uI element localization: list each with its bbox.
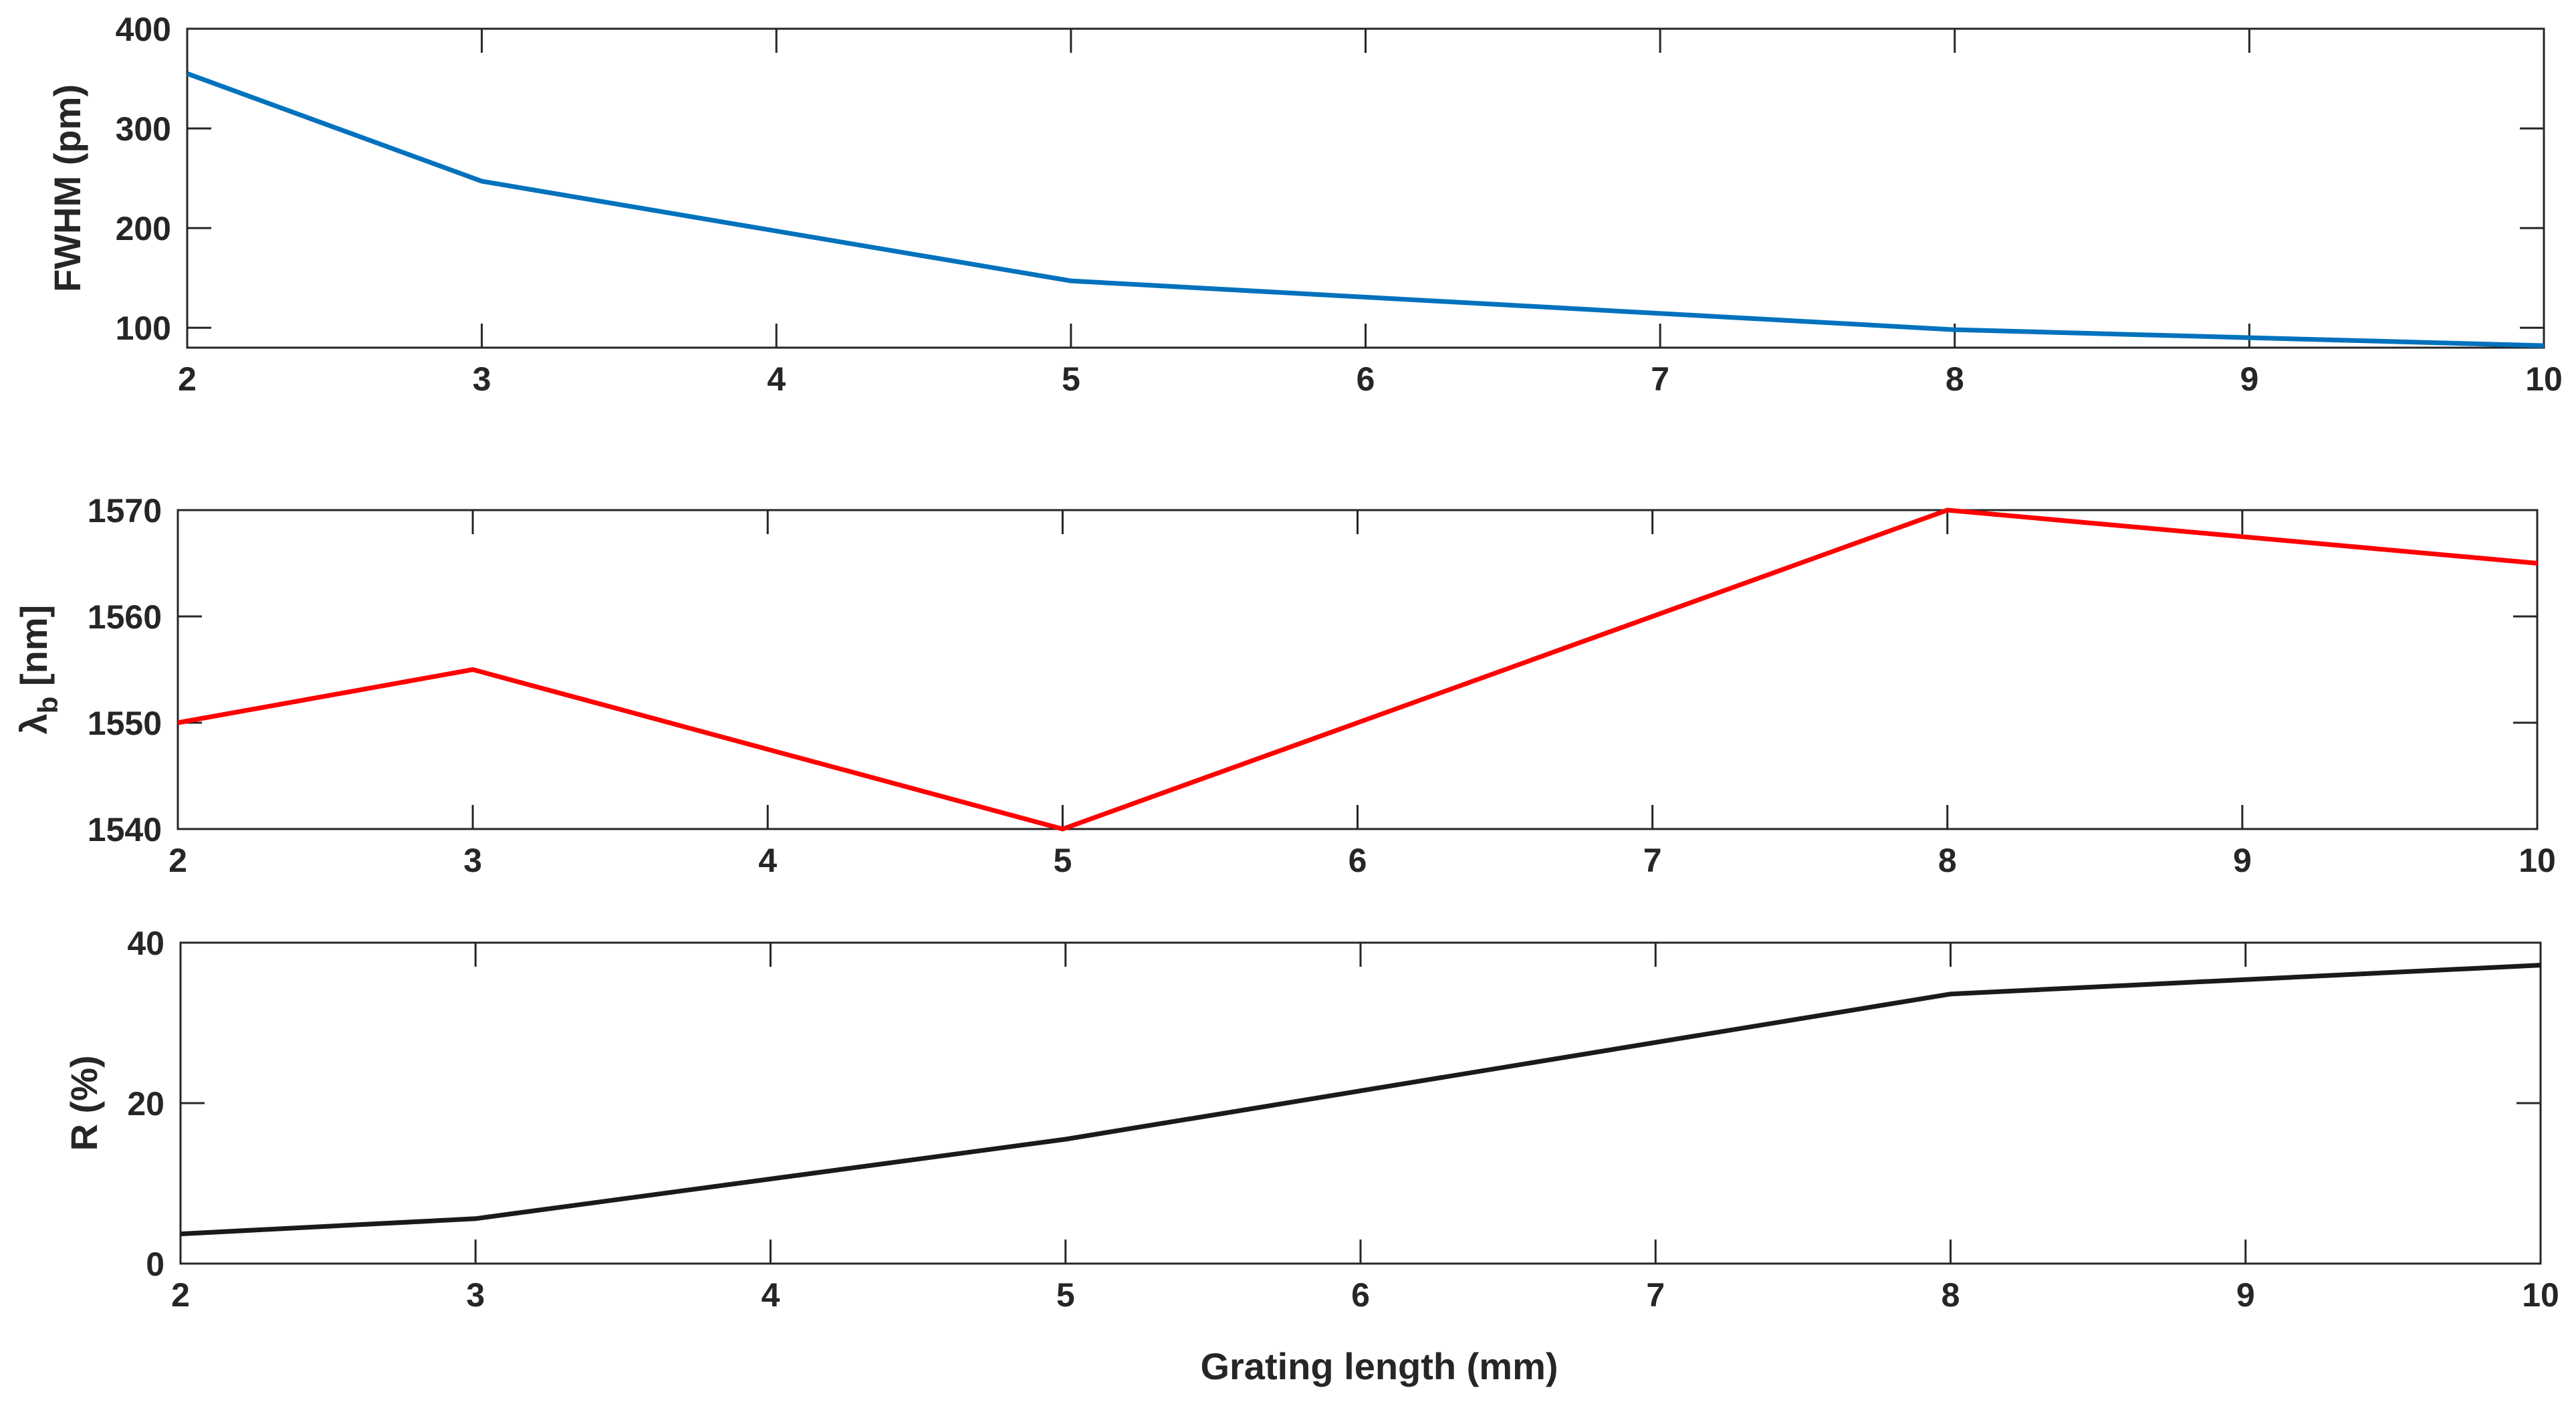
- fwhm-y-tick-label: 400: [116, 11, 171, 48]
- bragg-x-tick-label: 9: [2233, 842, 2252, 879]
- fwhm-panel: 2 3 4 5 6 7 8 9 10 100 200 300 400 FWHM (pm): [46, 11, 2563, 398]
- reflectivity-x-tick-label: 6: [1351, 1276, 1370, 1314]
- fwhm-y-tick-label: 100: [116, 310, 171, 347]
- bragg-x-tick-label: 10: [2519, 842, 2556, 879]
- bragg-wavelength-panel: 2 3 4 5 6 7 8 9 10 1540 1550 1560 1570 λb [nm]: [13, 492, 2556, 879]
- bragg-y-tick-label: 1570: [88, 492, 162, 530]
- reflectivity-y-axis-label: R (%): [63, 1055, 105, 1151]
- reflectivity-x-tick-label: 3: [466, 1276, 485, 1314]
- fwhm-y-axis-label: FWHM (pm): [46, 84, 88, 292]
- fwhm-x-tick-label: 2: [178, 360, 197, 398]
- fwhm-x-tick-label: 4: [767, 360, 786, 398]
- x-axis-label: Grating length (mm): [1200, 1345, 1558, 1387]
- bragg-data-point: [174, 719, 182, 727]
- reflectivity-x-tick-label: 9: [2236, 1276, 2255, 1314]
- fwhm-data-point: [2540, 342, 2548, 350]
- bragg-y-tick-label: 1540: [88, 811, 162, 848]
- reflectivity-x-tick-label: 10: [2522, 1276, 2559, 1314]
- fwhm-x-tick-label: 9: [2240, 360, 2258, 398]
- bragg-data-point: [2533, 560, 2541, 568]
- fwhm-x-tick-label: 5: [1062, 360, 1080, 398]
- ylabel-lambda: λ: [13, 713, 55, 734]
- reflectivity-data-point: [471, 1215, 479, 1223]
- ylabel-subscript: b: [32, 697, 64, 714]
- reflectivity-y-tick-label: 0: [146, 1246, 164, 1283]
- fwhm-data-point: [183, 70, 191, 78]
- bragg-x-tick-label: 2: [168, 842, 187, 879]
- bragg-x-tick-label: 7: [1643, 842, 1662, 879]
- bragg-y-tick-label: 1550: [88, 705, 162, 742]
- fwhm-x-tick-label: 8: [1946, 360, 1964, 398]
- bragg-x-tick-label: 3: [463, 842, 482, 879]
- bragg-data-point: [1058, 825, 1066, 833]
- bragg-x-tick-label: 6: [1349, 842, 1367, 879]
- reflectivity-x-tick-label: 7: [1646, 1276, 1665, 1314]
- bragg-y-tick-label: 1560: [88, 598, 162, 636]
- bragg-y-axis-label: λb [nm]: [13, 605, 64, 735]
- fwhm-data-point: [478, 177, 486, 185]
- bragg-data-point: [1944, 506, 1952, 514]
- reflectivity-data-point: [1062, 1135, 1070, 1143]
- fwhm-x-tick-label: 6: [1357, 360, 1375, 398]
- reflectivity-y-tick-label: 20: [127, 1085, 164, 1123]
- bragg-x-tick-label: 4: [758, 842, 777, 879]
- reflectivity-x-tick-label: 4: [762, 1276, 780, 1314]
- fwhm-x-tick-label: 10: [2525, 360, 2563, 398]
- fwhm-data-point: [1951, 326, 1959, 334]
- bragg-series-line: [177, 507, 2538, 832]
- reflectivity-axes-box: [179, 941, 2542, 1265]
- bragg-data-point: [469, 666, 477, 674]
- bragg-x-tick-label: 8: [1938, 842, 1957, 879]
- fwhm-axes-box: [186, 27, 2545, 349]
- reflectivity-data-point: [177, 1230, 185, 1238]
- reflectivity-x-tick-label: 2: [171, 1276, 190, 1314]
- ylabel-unit: [nm]: [13, 605, 55, 697]
- reflectivity-data-point: [1947, 990, 1955, 998]
- fwhm-data-point: [1067, 277, 1075, 285]
- reflectivity-x-tick-label: 5: [1056, 1276, 1075, 1314]
- fwhm-x-tick-label: 7: [1651, 360, 1669, 398]
- fwhm-x-tick-label: 3: [473, 360, 491, 398]
- bragg-x-tick-label: 5: [1053, 842, 1072, 879]
- reflectivity-data-point: [2537, 961, 2545, 969]
- reflectivity-series-line: [180, 963, 2541, 1237]
- fwhm-y-tick-label: 300: [116, 110, 171, 148]
- fwhm-y-tick-label: 200: [116, 210, 171, 247]
- reflectivity-y-tick-label: 40: [127, 925, 164, 962]
- reflectivity-panel: 2 3 4 5 6 7 8 9 10 0 20 40 R (%) Grating length (mm): [63, 925, 2559, 1387]
- bragg-axes-box: [177, 509, 2539, 830]
- reflectivity-x-tick-label: 8: [1942, 1276, 1960, 1314]
- fwhm-series-line: [186, 71, 2545, 348]
